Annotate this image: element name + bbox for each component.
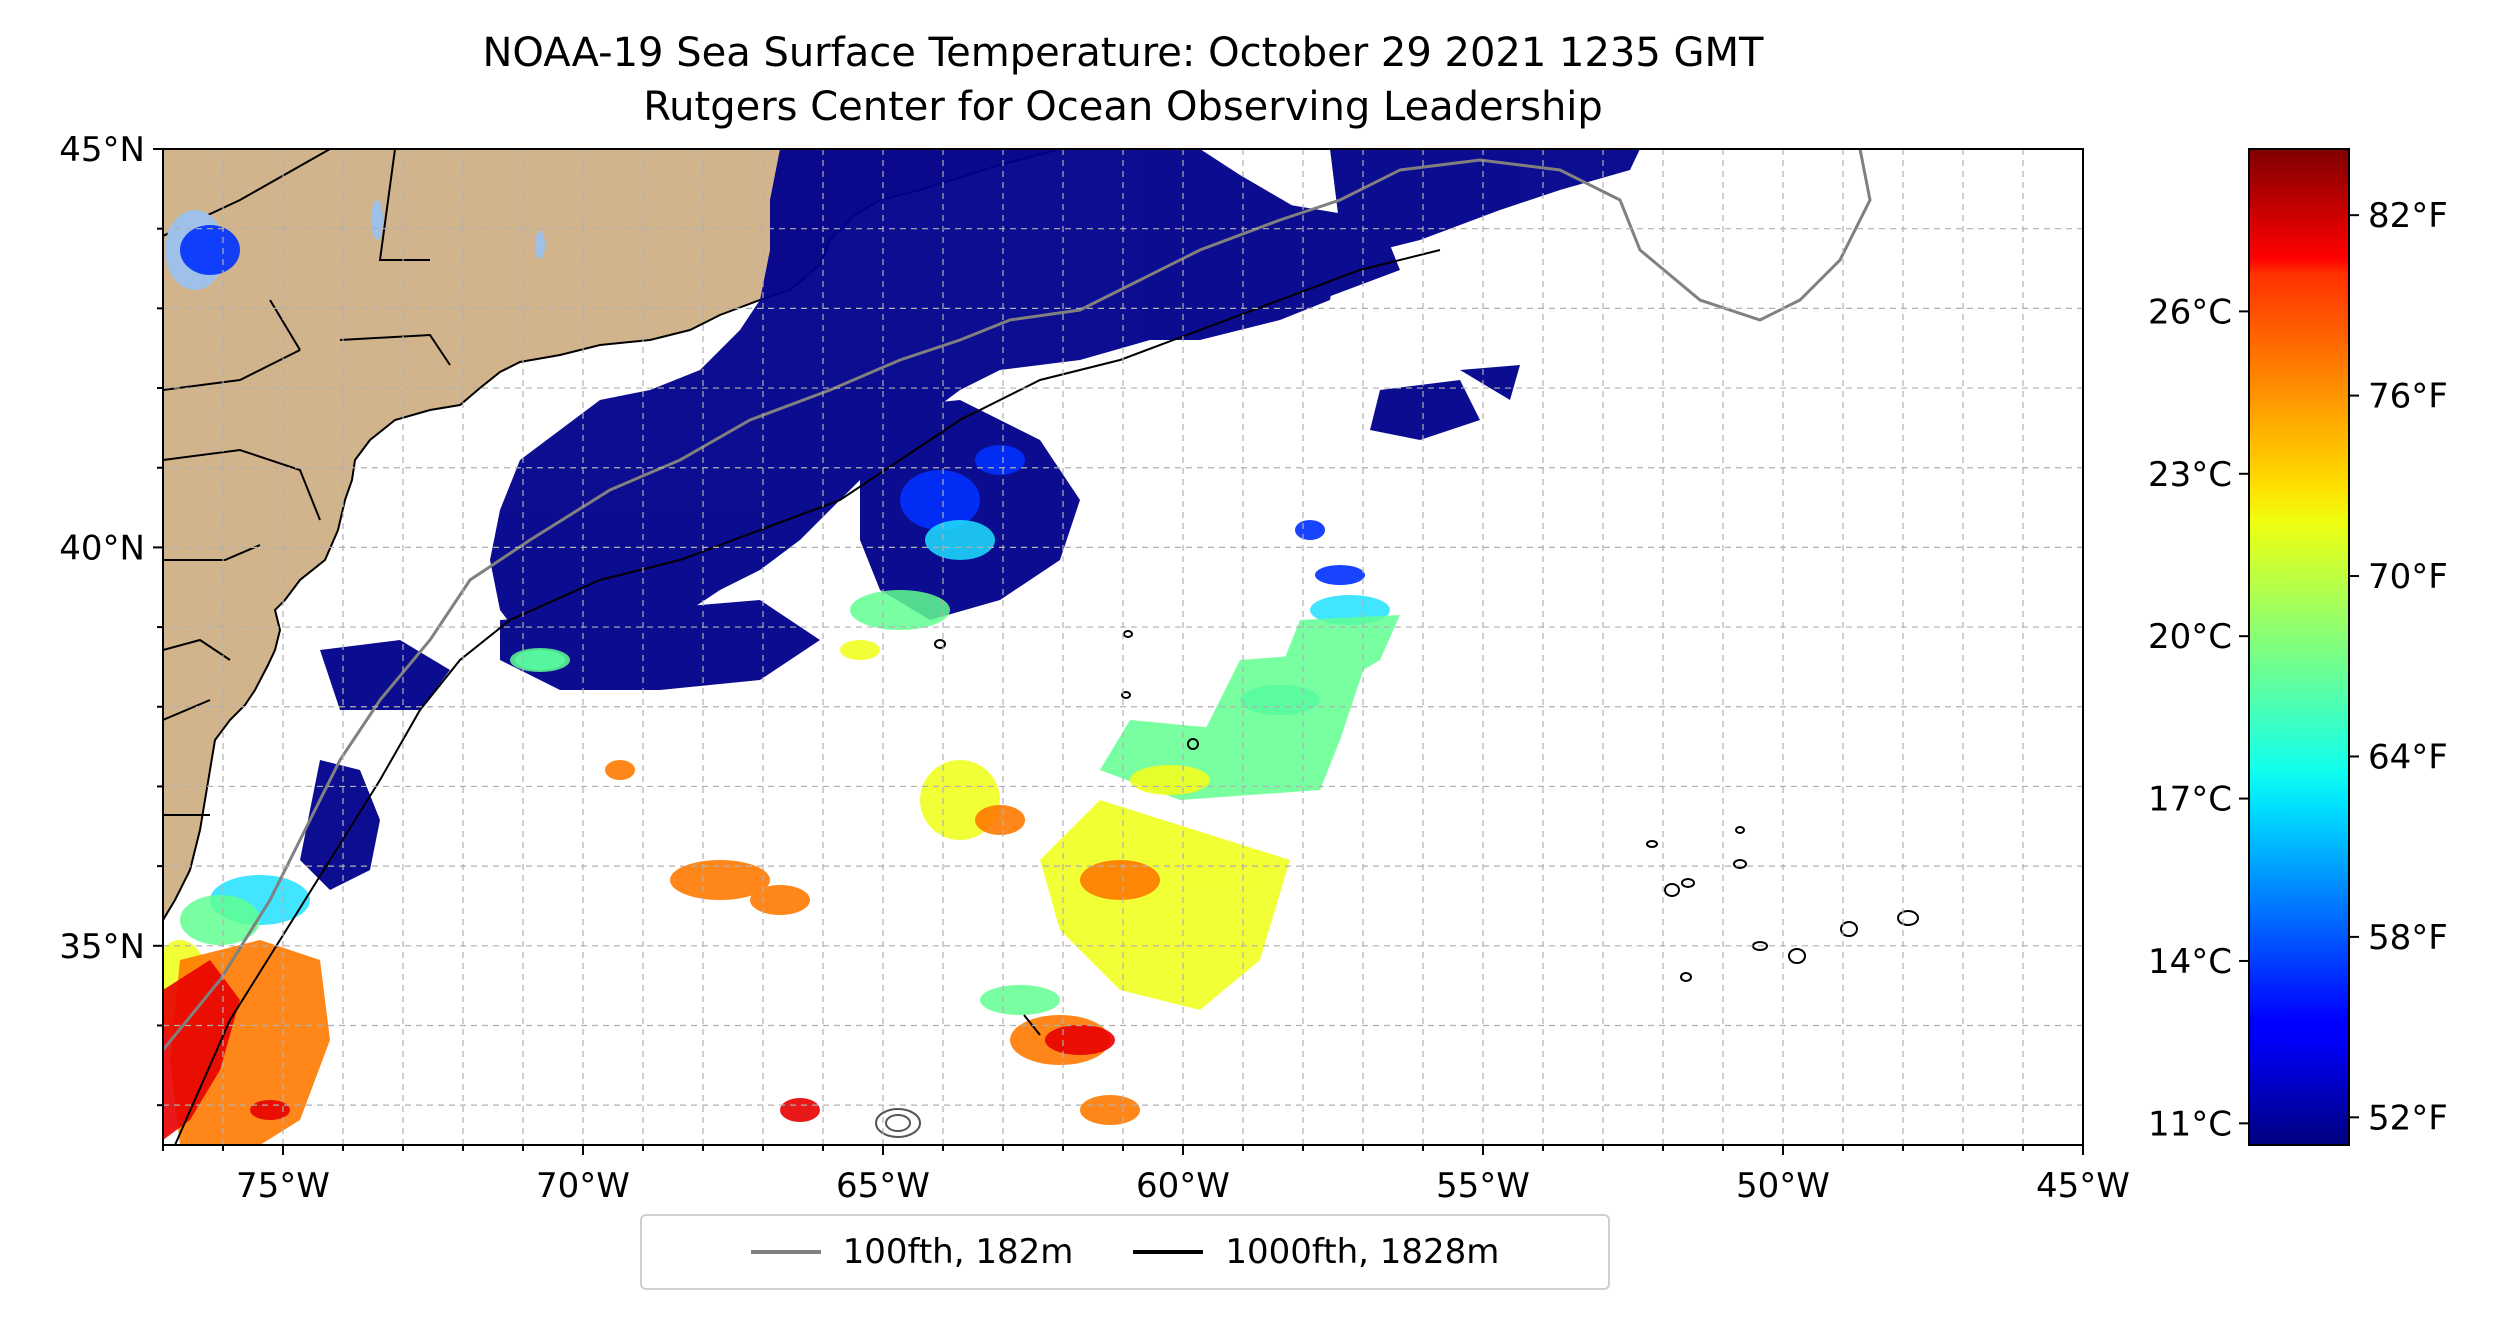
celsius-tick-label: 23°C (2148, 455, 2232, 495)
legend-label-100fth: 100fth, 182m (842, 1232, 1074, 1272)
map-subtitle: Rutgers Center for Ocean Observing Leade… (643, 84, 1603, 130)
fahrenheit-tick-label: 82°F (2368, 196, 2448, 236)
fahrenheit-tick-label: 52°F (2368, 1098, 2448, 1138)
isobath-100fth (163, 149, 1872, 1051)
legend-entry-1000fth: 1000fth, 1828m (1133, 1232, 1499, 1272)
map-frame (162, 148, 2084, 1146)
celsius-tick-label: 26°C (2148, 292, 2232, 332)
x-tick-label: 65°W (836, 1166, 930, 1206)
isobath-1000fth (174, 249, 1441, 1145)
y-tick-label: 35°N (59, 927, 145, 967)
x-tick-label: 45°W (2036, 1166, 2130, 1206)
legend-swatch-1000fth (1133, 1250, 1204, 1254)
x-tick-label: 50°W (1736, 1166, 1830, 1206)
fahrenheit-tick-label: 58°F (2368, 918, 2448, 958)
grey-seamount (875, 1108, 921, 1138)
map-area (163, 149, 2083, 1145)
axis-labels: 75°W 70°W 65°W 60°W 55°W 50°W 45°W 35°N 40°N 45°N (59, 130, 2130, 1206)
celsius-tick-label: 14°C (2148, 942, 2232, 982)
legend: 100fth, 182m 1000fth, 1828m (640, 1214, 1610, 1290)
celsius-tick-label: 20°C (2148, 617, 2232, 657)
legend-swatch-100fth (750, 1250, 821, 1254)
map-title: NOAA-19 Sea Surface Temperature: October… (482, 30, 1764, 76)
legend-label-1000fth: 1000fth, 1828m (1225, 1232, 1500, 1272)
x-tick-label: 70°W (536, 1166, 630, 1206)
celsius-tick-label: 11°C (2148, 1104, 2232, 1144)
x-tick-label: 55°W (1436, 1166, 1530, 1206)
legend-entry-100fth: 100fth, 182m (750, 1232, 1074, 1272)
seamounts (934, 630, 1919, 1036)
colorbar: 11°C 14°C 17°C 20°C 23°C 26°C 52°F 58°F 64°F 70°F… (2148, 148, 2448, 1146)
state-borders (163, 149, 451, 816)
celsius-tick-label: 17°C (2148, 780, 2232, 820)
colorbar-gradient (2248, 148, 2350, 1146)
y-tick-label: 45°N (59, 130, 145, 170)
x-tick-label: 60°W (1136, 1166, 1230, 1206)
fahrenheit-tick-label: 76°F (2368, 377, 2448, 417)
fahrenheit-tick-label: 70°F (2368, 557, 2448, 597)
fahrenheit-tick-label: 64°F (2368, 737, 2448, 777)
y-tick-label: 40°N (59, 528, 145, 568)
x-tick-label: 75°W (236, 1166, 330, 1206)
